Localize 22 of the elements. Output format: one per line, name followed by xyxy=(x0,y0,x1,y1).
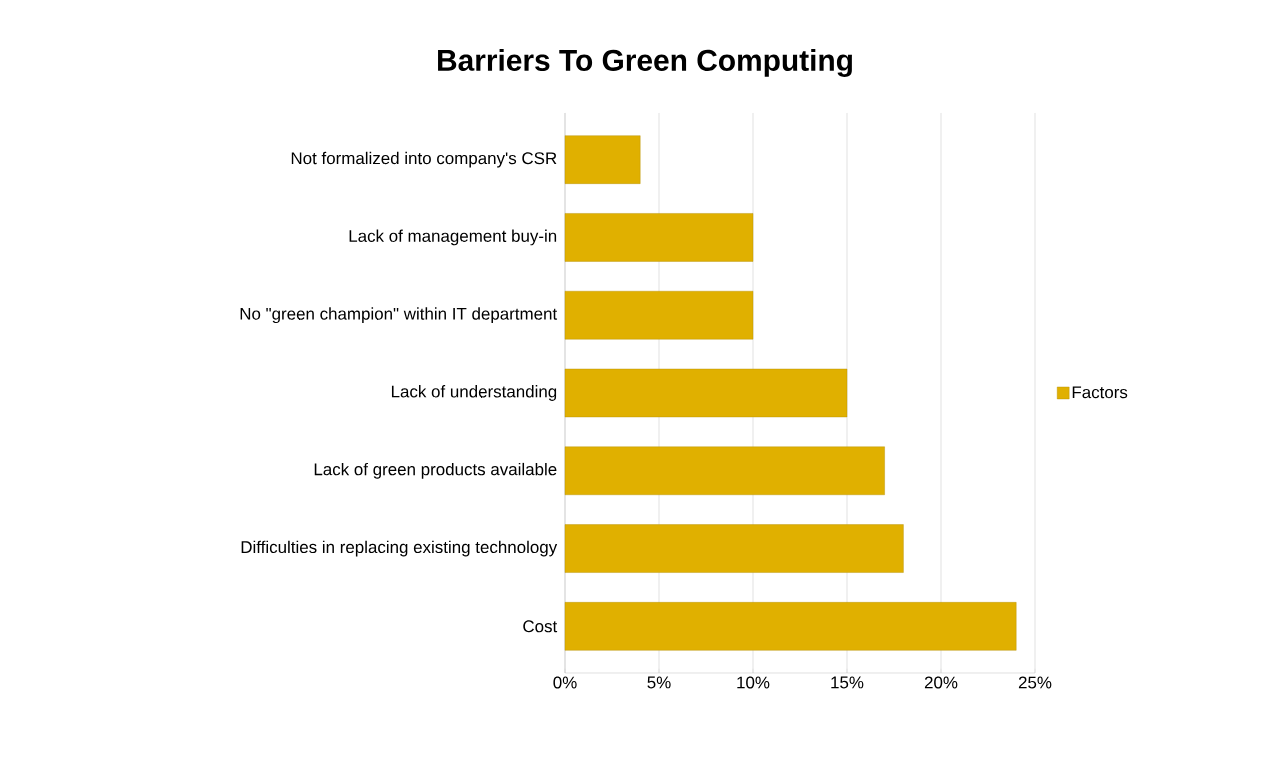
bar xyxy=(564,602,1017,651)
y-tick-label: Difficulties in replacing existing technology xyxy=(241,540,558,557)
x-tick-label: 0% xyxy=(553,676,577,689)
y-tick-label: Lack of management buy-in xyxy=(349,229,557,246)
bar xyxy=(564,446,885,495)
x-tick-label: 20% xyxy=(924,676,958,689)
x-tick-label: 15% xyxy=(831,676,864,689)
y-tick-label: Not formalized into company's CSR xyxy=(291,151,557,168)
y-tick-label: Lack of green products available xyxy=(314,462,557,479)
chart-title: Barriers To Green Computing xyxy=(438,48,852,77)
bar xyxy=(564,213,754,262)
y-tick-label: No "green champion" within IT department xyxy=(240,307,558,324)
y-tick-label: Lack of understanding xyxy=(391,385,557,401)
bar xyxy=(564,368,848,418)
x-tick-label: 5% xyxy=(647,676,671,689)
bar xyxy=(564,135,641,184)
legend-label: Factors xyxy=(1072,386,1128,399)
y-tick-label: Cost xyxy=(523,620,558,633)
bar xyxy=(564,524,904,573)
bar xyxy=(564,291,754,340)
x-tick-label: 25% xyxy=(1018,676,1052,689)
x-tick-label: 10% xyxy=(737,676,770,689)
